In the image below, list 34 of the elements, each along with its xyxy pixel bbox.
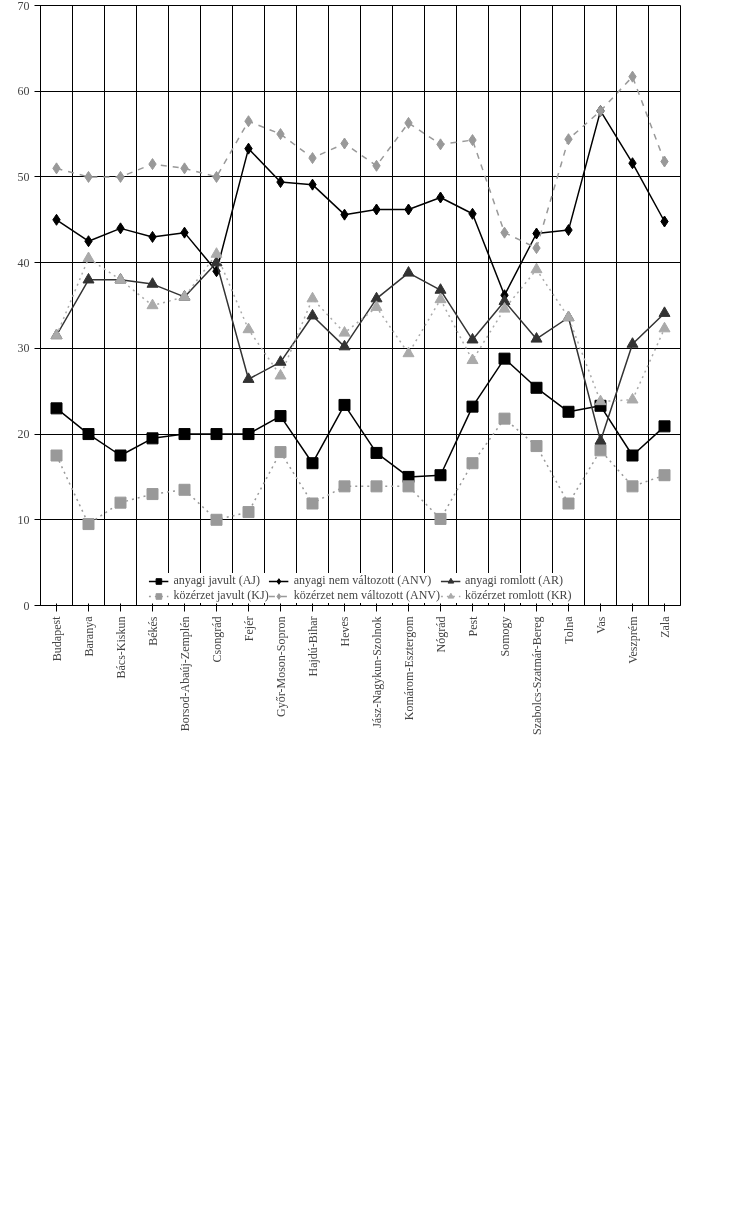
x-tick-label: Jász-Nagykun-Szolnok [369,616,384,728]
x-tick-label: Vas [593,616,608,634]
x-tick-label: Veszprém [625,615,640,664]
y-tick-label: 0 [23,598,30,613]
x-tick-label: Csongrád [209,616,224,663]
x-tick-label: Tolna [561,615,576,644]
legend-label: közérzet javult (KJ) [173,588,269,603]
y-tick-label: 30 [17,341,30,356]
x-tick-label: Baranya [81,615,96,657]
x-tick-label: Bács-Kiskun [113,616,128,679]
x-tick-label: Szabolcs-Szatmár-Bereg [529,616,544,735]
x-tick-label: Komárom-Esztergom [401,615,416,721]
x-tick-label: Heves [337,616,352,647]
x-tick-label: Pest [465,615,480,637]
y-tick-label: 50 [17,169,30,184]
x-tick-label: Nógrád [433,616,448,653]
x-tick-label: Somogy [497,616,512,657]
x-tick-label: Budapest [49,615,64,662]
y-tick-label: 10 [17,512,30,527]
x-tick-label: Zala [657,615,672,638]
legend-label: anyagi romlott (AR) [464,573,563,588]
y-tick-label: 60 [17,84,30,99]
legend-label: anyagi nem változott (ANV) [293,573,432,588]
legend-label: közérzet nem változott (ANV) [293,588,440,603]
y-tick-label: 70 [17,0,30,13]
legend-label: közérzet romlott (KR) [464,588,572,603]
x-tick-label: Fejér [241,616,256,642]
x-tick-label: Győr-Moson-Sopron [273,616,288,717]
x-tick-label: Hajdú-Bihar [305,616,320,677]
legend-label: anyagi javult (AJ) [173,573,261,588]
x-tick-label: Békés [145,616,160,646]
x-tick-label: Borsod-Abaúj-Zemplén [177,616,192,732]
y-tick-label: 40 [17,255,30,270]
y-tick-label: 20 [17,427,30,442]
